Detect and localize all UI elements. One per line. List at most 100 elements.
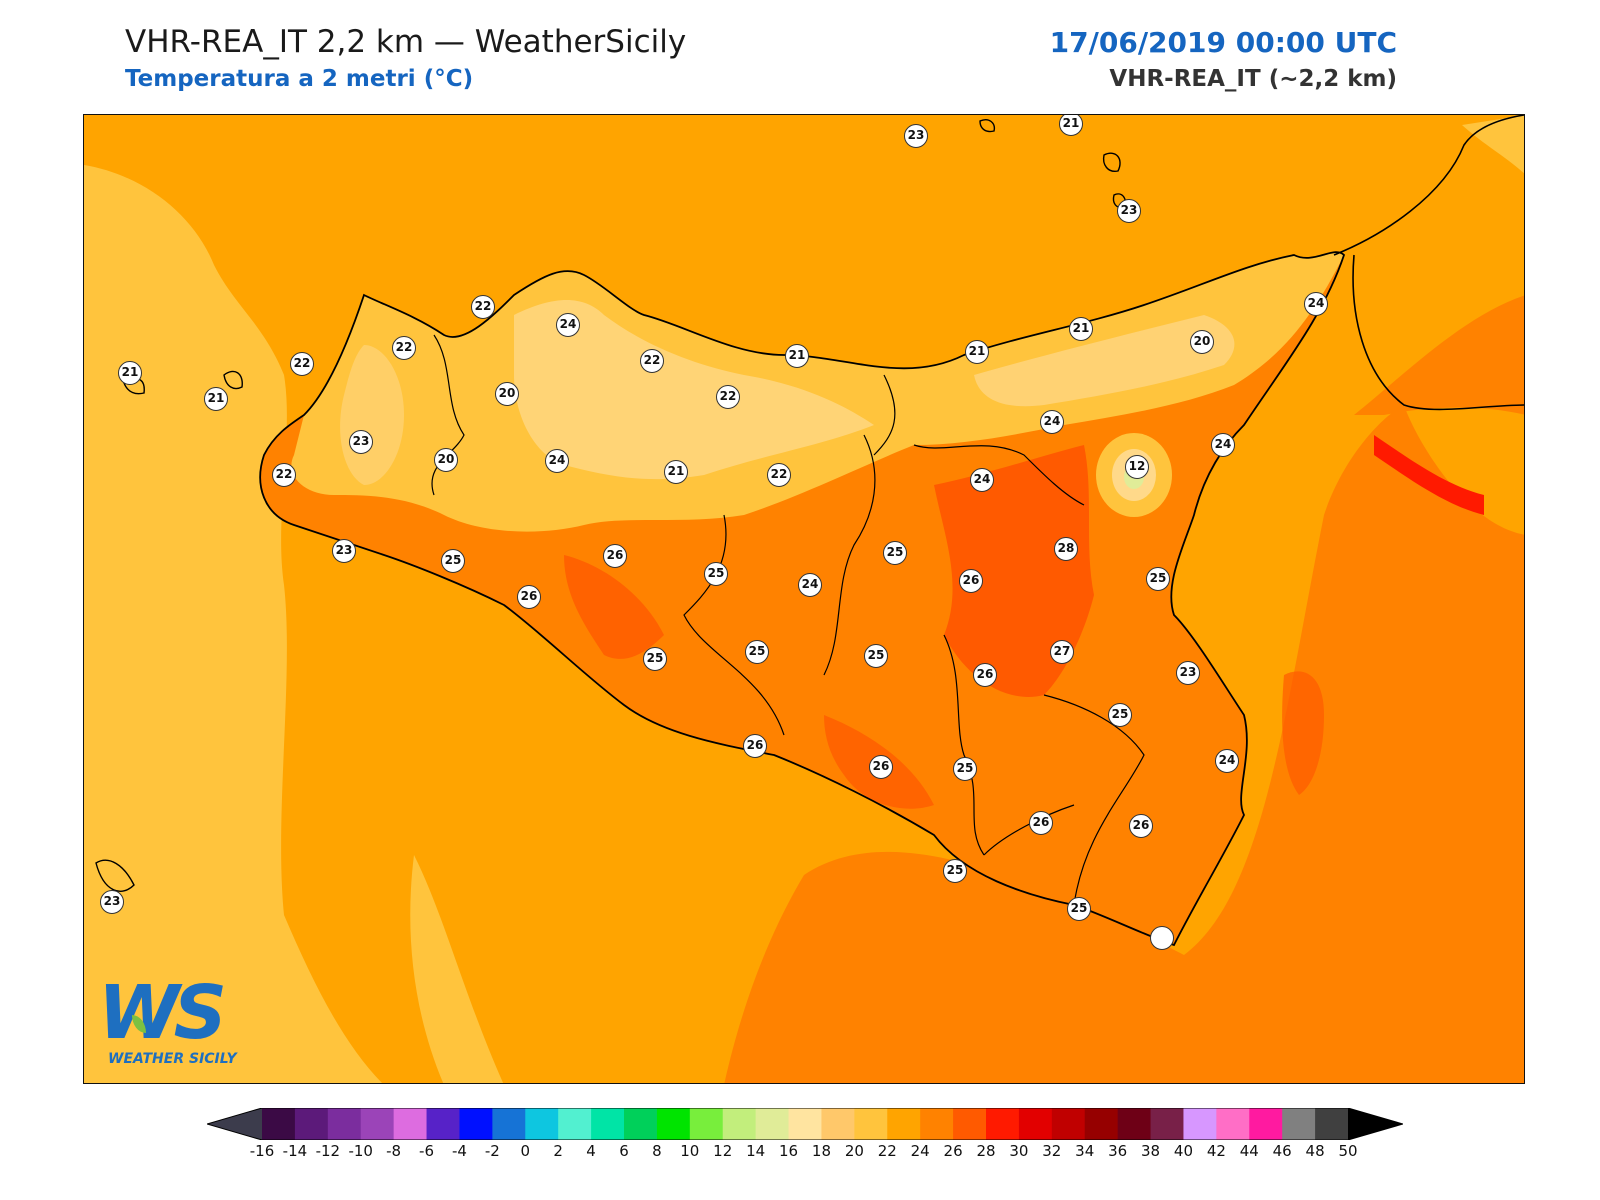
station-marker[interactable]	[1150, 926, 1174, 950]
station-marker[interactable]: 23	[1117, 199, 1141, 223]
station-marker[interactable]: 24	[1211, 433, 1235, 457]
colorbar-bin	[558, 1108, 592, 1140]
calabria-warm-field	[1354, 295, 1524, 415]
colorbar-bin	[525, 1108, 559, 1140]
station-marker[interactable]: 26	[1029, 811, 1053, 835]
station-marker[interactable]: 22	[767, 463, 791, 487]
colorbar-tick-label: 42	[1206, 1142, 1226, 1160]
south-sea-cool-streak	[410, 855, 504, 1083]
station-marker[interactable]: 26	[869, 755, 893, 779]
station-marker[interactable]: 22	[640, 349, 664, 373]
station-marker[interactable]: 26	[973, 663, 997, 687]
border-enna-catania	[943, 634, 985, 856]
station-marker[interactable]: 23	[349, 430, 373, 454]
station-marker[interactable]: 24	[1215, 749, 1239, 773]
station-marker[interactable]: 25	[441, 549, 465, 573]
west-hot-patch	[564, 555, 664, 659]
model-label: VHR-REA_IT (~2,2 km)	[1109, 66, 1397, 92]
station-marker[interactable]: 22	[290, 352, 314, 376]
colorbar-tick-label: -10	[348, 1142, 373, 1160]
station-marker[interactable]: 21	[965, 340, 989, 364]
colorbar-tick-label: 32	[1042, 1142, 1062, 1160]
station-marker[interactable]: 24	[970, 468, 994, 492]
station-marker[interactable]: 21	[664, 460, 688, 484]
colorbar-bin	[1117, 1108, 1152, 1140]
station-marker[interactable]: 25	[1108, 703, 1132, 727]
colorbar-under-arrow	[207, 1108, 262, 1140]
colorbar-tick-label: 6	[619, 1142, 629, 1160]
station-marker[interactable]: 26	[743, 734, 767, 758]
station-marker[interactable]: 20	[1190, 330, 1214, 354]
station-marker[interactable]: 26	[517, 585, 541, 609]
station-marker[interactable]: 24	[1040, 410, 1064, 434]
station-marker[interactable]: 20	[495, 382, 519, 406]
station-marker[interactable]: 27	[1050, 640, 1074, 664]
station-marker[interactable]: 21	[785, 344, 809, 368]
station-marker[interactable]: 21	[204, 387, 228, 411]
colorbar-tick-label: 24	[910, 1142, 930, 1160]
station-marker[interactable]: 24	[556, 313, 580, 337]
colorbar-tick-label: -12	[315, 1142, 341, 1160]
island-alicudi	[979, 119, 996, 133]
colorbar-bin	[294, 1108, 329, 1140]
calabria-coastline	[1333, 115, 1524, 256]
station-marker[interactable]: 23	[100, 890, 124, 914]
colorbar-tick-label: -14	[282, 1142, 308, 1160]
colorbar-bin	[1084, 1108, 1119, 1140]
colorbar-tick-label: 10	[680, 1142, 700, 1160]
station-marker[interactable]: 25	[745, 640, 769, 664]
central-hot-core	[934, 445, 1094, 697]
colorbar-bin	[1282, 1108, 1316, 1140]
border-palermo-caltanissetta	[823, 434, 876, 676]
colorbar-bin	[624, 1108, 658, 1140]
temperature-map[interactable]: 23 21 23 24 22 24 22 22 21 21 21 20 21 2…	[83, 114, 1525, 1084]
west-sea-cool-field	[84, 165, 383, 1083]
colorbar-bin	[953, 1108, 987, 1140]
station-marker[interactable]: 21	[1059, 115, 1083, 136]
station-marker[interactable]: 21	[118, 361, 142, 385]
station-marker[interactable]: 22	[471, 295, 495, 319]
station-marker[interactable]: 22	[272, 463, 296, 487]
station-marker[interactable]: 20	[434, 448, 458, 472]
colorbar-bin	[755, 1108, 790, 1140]
station-marker[interactable]: 22	[392, 336, 416, 360]
station-marker[interactable]: 25	[883, 541, 907, 565]
station-marker[interactable]: 23	[1176, 661, 1200, 685]
station-marker[interactable]: 25	[1146, 567, 1170, 591]
southeast-sea-warm-field	[724, 405, 1524, 1083]
station-marker[interactable]: 24	[545, 449, 569, 473]
colorbar-tick-label: 12	[713, 1142, 733, 1160]
station-marker[interactable]: 21	[1069, 317, 1093, 341]
valid-datetime: 17/06/2019 00:00 UTC	[1049, 26, 1397, 59]
colorbar-tick-label: 20	[844, 1142, 864, 1160]
station-marker[interactable]: 22	[716, 385, 740, 409]
colorbar-bin	[656, 1108, 691, 1140]
colorbar-tick-label: 22	[877, 1142, 897, 1160]
station-marker[interactable]: 25	[943, 859, 967, 883]
station-marker[interactable]: 24	[798, 573, 822, 597]
station-marker[interactable]: 25	[953, 757, 977, 781]
colorbar-bin	[393, 1108, 428, 1140]
map-title: VHR-REA_IT 2,2 km — WeatherSicily	[125, 24, 687, 60]
colorbar-tick-label: 36	[1108, 1142, 1128, 1160]
station-marker[interactable]: 25	[704, 562, 728, 586]
station-marker[interactable]: 26	[603, 544, 627, 568]
colorbar-bin	[854, 1108, 888, 1140]
station-marker[interactable]: 12	[1125, 455, 1149, 479]
colorbar-bin	[821, 1108, 855, 1140]
station-marker[interactable]: 26	[959, 569, 983, 593]
station-marker[interactable]: 25	[1067, 897, 1091, 921]
station-marker[interactable]: 24	[1304, 292, 1328, 316]
station-marker[interactable]: 28	[1054, 537, 1078, 561]
colorbar-tick-label: -16	[249, 1142, 275, 1160]
station-marker[interactable]: 25	[643, 647, 667, 671]
station-marker[interactable]: 23	[332, 539, 356, 563]
colorbar-bin	[1315, 1108, 1349, 1140]
station-marker[interactable]: 25	[864, 644, 888, 668]
colorbar-bin	[1018, 1108, 1053, 1140]
island-lipari	[1102, 152, 1121, 172]
colorbar-bin	[459, 1108, 493, 1140]
station-marker[interactable]: 26	[1129, 814, 1153, 838]
station-marker[interactable]: 23	[904, 124, 928, 148]
border-palermo-messina	[873, 374, 896, 456]
